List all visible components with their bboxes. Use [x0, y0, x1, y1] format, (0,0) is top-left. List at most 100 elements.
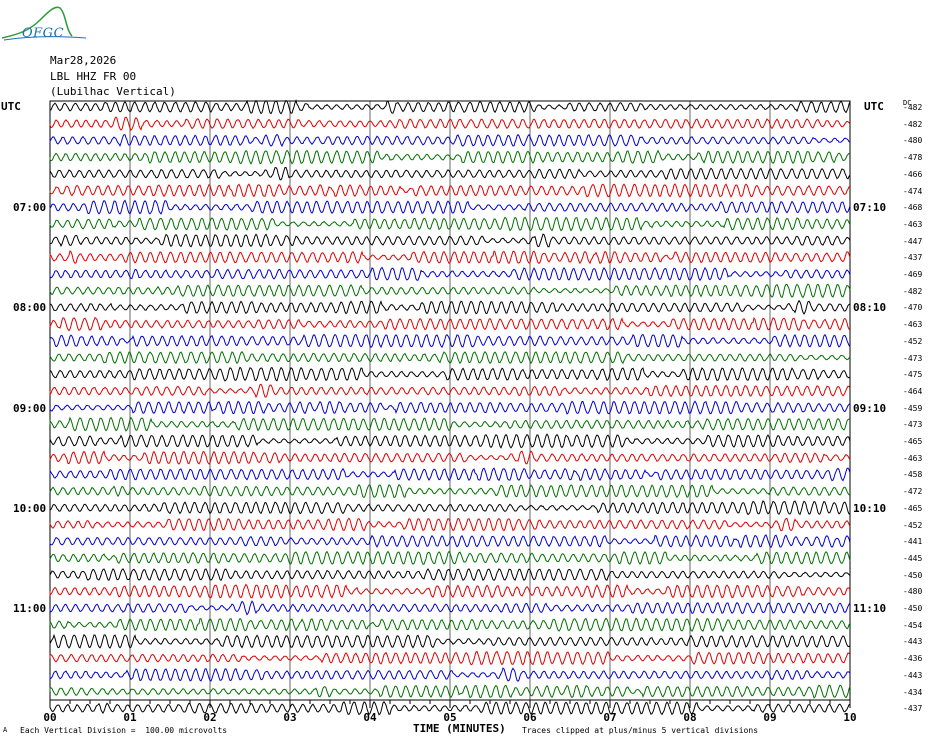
dc-offset-label: -480: [903, 587, 923, 597]
trace-line: [49, 250, 851, 265]
trace-line: [49, 216, 851, 232]
dc-offset-label: -482: [903, 286, 923, 296]
clip-note: Traces clipped at plus/minus 5 vertical …: [522, 726, 759, 735]
right-time-label: 10:10: [853, 501, 887, 515]
left-utc-label: UTC: [1, 100, 21, 113]
x-tick-label: 08: [683, 711, 697, 724]
trace-line: [49, 183, 850, 198]
dc-offset-label: -458: [903, 470, 923, 480]
station-code: LBL HHZ FR 00: [50, 70, 137, 83]
plot-date: Mar28,2026: [50, 54, 117, 67]
x-tick-label: 10: [843, 711, 857, 724]
trace-line: [49, 450, 851, 465]
x-tick-label: 09: [763, 711, 777, 724]
left-time-label: 07:00: [13, 201, 47, 215]
dc-offset-label: -437: [903, 253, 923, 263]
dc-offset-label: -482: [903, 103, 923, 112]
dc-offset-label: -473: [903, 420, 923, 430]
trace-line: [49, 583, 851, 599]
trace-line: [49, 366, 851, 382]
dc-offset-label: -466: [903, 169, 923, 179]
dc-offset-label: -447: [903, 236, 923, 246]
dc-offset-label: -443: [903, 670, 923, 680]
dc-offset-label: -478: [903, 153, 923, 163]
left-time-label: 11:00: [13, 602, 47, 615]
trace-line: [49, 684, 851, 699]
trace-line: [49, 99, 851, 115]
trace-line: [49, 383, 851, 399]
dc-offset-label: -475: [903, 370, 923, 380]
x-tick-label: 05: [443, 711, 457, 724]
dc-offset-label: -474: [903, 186, 923, 196]
x-axis-label: TIME (MINUTES): [413, 722, 506, 735]
dc-offset-label: -437: [903, 704, 923, 714]
dc-offset-label: -452: [903, 336, 923, 346]
x-tick-label: 06: [523, 711, 537, 724]
trace-line: [49, 299, 851, 315]
dc-offset-label: -472: [903, 487, 923, 497]
x-tick-label: 07: [603, 711, 617, 724]
dc-offset-label: -459: [903, 403, 923, 413]
footer-mark: A: [3, 726, 8, 734]
dc-offset-label: -480: [903, 136, 923, 146]
trace-line: [49, 133, 851, 148]
trace-line: [49, 667, 851, 682]
scale-note: Each Vertical Division = 100.00 microvol…: [20, 726, 228, 735]
x-tick-label: 00: [43, 711, 57, 724]
dc-offset-label: -482: [903, 119, 923, 129]
trace-line: [49, 500, 851, 516]
trace-line: [49, 600, 851, 616]
x-tick-label: 03: [283, 711, 297, 724]
trace-line: [49, 433, 851, 449]
dc-offset-label: -464: [903, 386, 923, 396]
dc-offset-label: -452: [903, 520, 923, 530]
trace-line: [49, 700, 851, 716]
dc-offset-label: -470: [903, 303, 923, 313]
dc-offset-label: -436: [903, 654, 923, 664]
dc-offset-label: -469: [903, 270, 923, 279]
dc-offset-label: -454: [903, 620, 923, 630]
trace-line: [49, 116, 851, 131]
dc-offset-label: -443: [903, 637, 923, 647]
logo-text: OFGC: [22, 26, 65, 41]
dc-offset-label: -434: [903, 687, 923, 697]
trace-line: [49, 467, 851, 482]
right-time-label: 09:10: [853, 401, 887, 415]
dc-header-label: DC: [903, 99, 912, 107]
dc-offset-label: -463: [903, 219, 923, 229]
right-time-label: 08:10: [853, 301, 887, 315]
trace-line: [49, 233, 851, 248]
trace-line: [49, 350, 851, 365]
left-time-label: 08:00: [13, 301, 47, 315]
trace-line: [49, 400, 851, 415]
trace-line: [49, 534, 851, 549]
trace-line: [49, 199, 851, 215]
dc-offset-label: -465: [903, 503, 923, 513]
trace-line: [49, 416, 851, 432]
left-time-label: 10:00: [13, 501, 47, 515]
ofgc-logo: OFGC: [0, 0, 90, 46]
right-utc-label: UTC: [864, 100, 884, 113]
left-time-label: 09:00: [13, 401, 47, 415]
dc-offset-label: -445: [903, 553, 923, 563]
right-time-label: 11:10: [853, 602, 887, 615]
trace-line: [49, 567, 851, 582]
x-tick-label: 02: [203, 711, 217, 724]
dc-offset-label: -450: [903, 604, 923, 613]
trace-line: [49, 517, 851, 532]
dc-offset-label: -450: [903, 570, 923, 580]
trace-line: [49, 333, 851, 349]
seismic-traces: [49, 99, 851, 716]
trace-line: [49, 483, 851, 499]
station-location: (Lubilhac Vertical): [50, 85, 176, 98]
x-axis: [49, 700, 851, 708]
dc-offset-label: -468: [903, 203, 923, 213]
x-tick-label: 01: [123, 711, 137, 724]
x-tick-label: 04: [363, 711, 377, 724]
trace-line: [49, 266, 851, 282]
trace-line: [49, 650, 851, 666]
dc-offset-label: -465: [903, 437, 923, 446]
dc-offset-label: -463: [903, 320, 923, 330]
dc-offset-label: -473: [903, 353, 923, 363]
